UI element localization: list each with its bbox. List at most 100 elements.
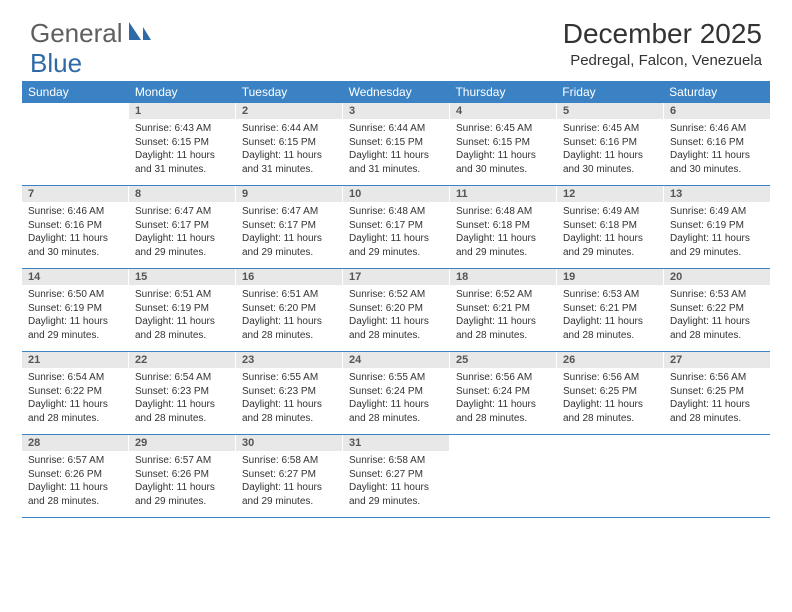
day-cell: 3Sunrise: 6:44 AMSunset: 6:15 PMDaylight… bbox=[343, 103, 450, 185]
day-cell: 1Sunrise: 6:43 AMSunset: 6:15 PMDaylight… bbox=[129, 103, 236, 185]
daylight-line: Daylight: 11 hours and 29 minutes. bbox=[28, 315, 122, 342]
day-body: Sunrise: 6:50 AMSunset: 6:19 PMDaylight:… bbox=[22, 285, 128, 346]
day-body: Sunrise: 6:58 AMSunset: 6:27 PMDaylight:… bbox=[343, 451, 449, 512]
sunset-line: Sunset: 6:19 PM bbox=[28, 302, 122, 316]
sunset-line: Sunset: 6:26 PM bbox=[135, 468, 229, 482]
weekday-header-cell: Wednesday bbox=[343, 81, 450, 103]
day-body: Sunrise: 6:44 AMSunset: 6:15 PMDaylight:… bbox=[236, 119, 342, 180]
sunrise-line: Sunrise: 6:46 AM bbox=[670, 122, 764, 136]
sunrise-line: Sunrise: 6:58 AM bbox=[349, 454, 443, 468]
logo: General bbox=[30, 18, 153, 49]
daylight-line: Daylight: 11 hours and 30 minutes. bbox=[670, 149, 764, 176]
day-body: Sunrise: 6:53 AMSunset: 6:22 PMDaylight:… bbox=[664, 285, 770, 346]
day-number: 1 bbox=[129, 103, 235, 119]
day-number: 24 bbox=[343, 352, 449, 368]
daylight-line: Daylight: 11 hours and 31 minutes. bbox=[242, 149, 336, 176]
sunrise-line: Sunrise: 6:53 AM bbox=[563, 288, 657, 302]
weekday-header-cell: Saturday bbox=[663, 81, 770, 103]
day-body: Sunrise: 6:56 AMSunset: 6:25 PMDaylight:… bbox=[557, 368, 663, 429]
day-cell: 23Sunrise: 6:55 AMSunset: 6:23 PMDayligh… bbox=[236, 352, 343, 434]
logo-text-general: General bbox=[30, 18, 123, 49]
daylight-line: Daylight: 11 hours and 28 minutes. bbox=[28, 398, 122, 425]
sunset-line: Sunset: 6:17 PM bbox=[242, 219, 336, 233]
daylight-line: Daylight: 11 hours and 29 minutes. bbox=[563, 232, 657, 259]
day-number: 20 bbox=[664, 269, 770, 285]
sunset-line: Sunset: 6:15 PM bbox=[456, 136, 550, 150]
day-number: 10 bbox=[343, 186, 449, 202]
daylight-line: Daylight: 11 hours and 29 minutes. bbox=[242, 481, 336, 508]
day-number: 5 bbox=[557, 103, 663, 119]
day-body: Sunrise: 6:51 AMSunset: 6:19 PMDaylight:… bbox=[129, 285, 235, 346]
day-body: Sunrise: 6:56 AMSunset: 6:24 PMDaylight:… bbox=[450, 368, 556, 429]
header: General December 2025 Pedregal, Falcon, … bbox=[0, 0, 792, 75]
sunset-line: Sunset: 6:25 PM bbox=[563, 385, 657, 399]
day-body: Sunrise: 6:57 AMSunset: 6:26 PMDaylight:… bbox=[129, 451, 235, 512]
day-cell: 18Sunrise: 6:52 AMSunset: 6:21 PMDayligh… bbox=[450, 269, 557, 351]
daylight-line: Daylight: 11 hours and 29 minutes. bbox=[670, 232, 764, 259]
daylight-line: Daylight: 11 hours and 28 minutes. bbox=[135, 315, 229, 342]
day-cell: 5Sunrise: 6:45 AMSunset: 6:16 PMDaylight… bbox=[557, 103, 664, 185]
daylight-line: Daylight: 11 hours and 28 minutes. bbox=[242, 398, 336, 425]
day-body: Sunrise: 6:47 AMSunset: 6:17 PMDaylight:… bbox=[236, 202, 342, 263]
week-row: 7Sunrise: 6:46 AMSunset: 6:16 PMDaylight… bbox=[22, 186, 770, 269]
daylight-line: Daylight: 11 hours and 28 minutes. bbox=[242, 315, 336, 342]
sunset-line: Sunset: 6:22 PM bbox=[670, 302, 764, 316]
location: Pedregal, Falcon, Venezuela bbox=[563, 52, 762, 69]
day-cell: 0 bbox=[22, 103, 129, 185]
sunrise-line: Sunrise: 6:51 AM bbox=[242, 288, 336, 302]
sunrise-line: Sunrise: 6:56 AM bbox=[456, 371, 550, 385]
day-body: Sunrise: 6:47 AMSunset: 6:17 PMDaylight:… bbox=[129, 202, 235, 263]
day-number: 7 bbox=[22, 186, 128, 202]
day-number: 29 bbox=[129, 435, 235, 451]
daylight-line: Daylight: 11 hours and 28 minutes. bbox=[349, 398, 443, 425]
week-row: 01Sunrise: 6:43 AMSunset: 6:15 PMDayligh… bbox=[22, 103, 770, 186]
day-number: 23 bbox=[236, 352, 342, 368]
daylight-line: Daylight: 11 hours and 28 minutes. bbox=[563, 398, 657, 425]
day-number: 14 bbox=[22, 269, 128, 285]
day-body: Sunrise: 6:56 AMSunset: 6:25 PMDaylight:… bbox=[664, 368, 770, 429]
day-cell: 11Sunrise: 6:48 AMSunset: 6:18 PMDayligh… bbox=[450, 186, 557, 268]
daylight-line: Daylight: 11 hours and 28 minutes. bbox=[28, 481, 122, 508]
sunrise-line: Sunrise: 6:56 AM bbox=[670, 371, 764, 385]
week-row: 28Sunrise: 6:57 AMSunset: 6:26 PMDayligh… bbox=[22, 435, 770, 518]
sunrise-line: Sunrise: 6:45 AM bbox=[456, 122, 550, 136]
daylight-line: Daylight: 11 hours and 28 minutes. bbox=[563, 315, 657, 342]
day-number: 8 bbox=[129, 186, 235, 202]
logo-sail-icon bbox=[127, 18, 153, 49]
daylight-line: Daylight: 11 hours and 28 minutes. bbox=[456, 315, 550, 342]
day-cell: 27Sunrise: 6:56 AMSunset: 6:25 PMDayligh… bbox=[664, 352, 770, 434]
day-number: 6 bbox=[664, 103, 770, 119]
daylight-line: Daylight: 11 hours and 30 minutes. bbox=[563, 149, 657, 176]
sunset-line: Sunset: 6:24 PM bbox=[349, 385, 443, 399]
day-body: Sunrise: 6:44 AMSunset: 6:15 PMDaylight:… bbox=[343, 119, 449, 180]
day-body: Sunrise: 6:55 AMSunset: 6:24 PMDaylight:… bbox=[343, 368, 449, 429]
sunrise-line: Sunrise: 6:55 AM bbox=[349, 371, 443, 385]
sunset-line: Sunset: 6:19 PM bbox=[670, 219, 764, 233]
day-cell: 8Sunrise: 6:47 AMSunset: 6:17 PMDaylight… bbox=[129, 186, 236, 268]
day-cell: 16Sunrise: 6:51 AMSunset: 6:20 PMDayligh… bbox=[236, 269, 343, 351]
daylight-line: Daylight: 11 hours and 28 minutes. bbox=[456, 398, 550, 425]
day-cell: 0 bbox=[664, 435, 770, 517]
weekday-header-cell: Monday bbox=[129, 81, 236, 103]
day-body: Sunrise: 6:46 AMSunset: 6:16 PMDaylight:… bbox=[664, 119, 770, 180]
sunrise-line: Sunrise: 6:44 AM bbox=[242, 122, 336, 136]
day-cell: 13Sunrise: 6:49 AMSunset: 6:19 PMDayligh… bbox=[664, 186, 770, 268]
day-number: 31 bbox=[343, 435, 449, 451]
daylight-line: Daylight: 11 hours and 28 minutes. bbox=[670, 315, 764, 342]
daylight-line: Daylight: 11 hours and 29 minutes. bbox=[242, 232, 336, 259]
daylight-line: Daylight: 11 hours and 31 minutes. bbox=[135, 149, 229, 176]
sunset-line: Sunset: 6:16 PM bbox=[28, 219, 122, 233]
day-number: 16 bbox=[236, 269, 342, 285]
sunset-line: Sunset: 6:15 PM bbox=[349, 136, 443, 150]
day-cell: 2Sunrise: 6:44 AMSunset: 6:15 PMDaylight… bbox=[236, 103, 343, 185]
sunrise-line: Sunrise: 6:53 AM bbox=[670, 288, 764, 302]
sunrise-line: Sunrise: 6:54 AM bbox=[28, 371, 122, 385]
day-cell: 9Sunrise: 6:47 AMSunset: 6:17 PMDaylight… bbox=[236, 186, 343, 268]
daylight-line: Daylight: 11 hours and 29 minutes. bbox=[349, 481, 443, 508]
sunrise-line: Sunrise: 6:51 AM bbox=[135, 288, 229, 302]
day-cell: 28Sunrise: 6:57 AMSunset: 6:26 PMDayligh… bbox=[22, 435, 129, 517]
sunrise-line: Sunrise: 6:47 AM bbox=[242, 205, 336, 219]
day-number: 3 bbox=[343, 103, 449, 119]
daylight-line: Daylight: 11 hours and 28 minutes. bbox=[135, 398, 229, 425]
day-cell: 22Sunrise: 6:54 AMSunset: 6:23 PMDayligh… bbox=[129, 352, 236, 434]
